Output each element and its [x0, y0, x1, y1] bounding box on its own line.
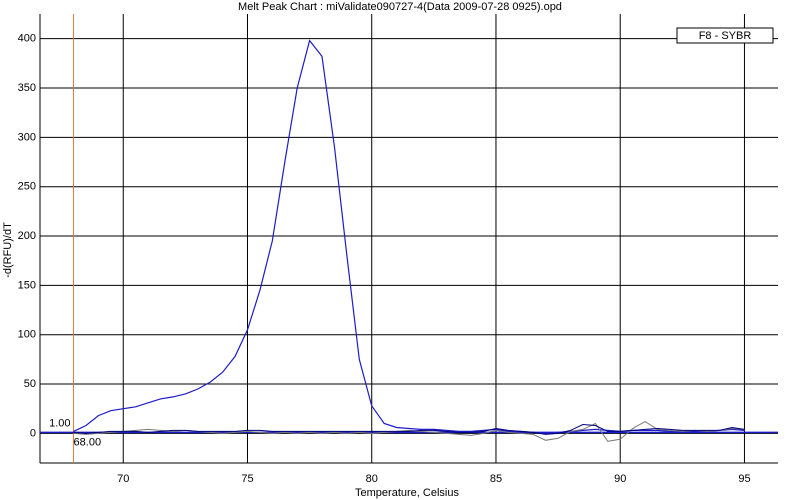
y-tick-label: 200	[18, 230, 36, 242]
y-tick-label: 350	[18, 82, 36, 94]
y-tick-label: 100	[18, 329, 36, 341]
series-line	[73, 39, 745, 435]
y-tick-label: 250	[18, 181, 36, 193]
x-tick-label: 85	[490, 473, 502, 485]
y-tick-label: 300	[18, 131, 36, 143]
x-tick-label: 80	[366, 473, 378, 485]
legend-box	[676, 27, 774, 44]
x-tick-label: 75	[241, 473, 253, 485]
y-tick-label: 400	[18, 33, 36, 45]
series-line	[73, 423, 745, 435]
y-tick-label: 0	[30, 427, 36, 439]
x-tick-label: 70	[117, 473, 129, 485]
cursor-x-label: 68.00	[74, 436, 102, 448]
x-tick-label: 90	[614, 473, 626, 485]
y-tick-label: 150	[18, 279, 36, 291]
x-tick-label: 95	[738, 473, 750, 485]
y-axis-label: -d(RFU)/dT	[2, 222, 14, 278]
x-axis-label: Temperature, Celsius	[355, 487, 459, 499]
cursor-y-label: 1.00	[49, 417, 70, 429]
legend-label: F8 - SYBR	[699, 30, 752, 42]
chart-title: Melt Peak Chart : miValidate090727-4(Dat…	[238, 1, 562, 13]
y-tick-label: 50	[24, 378, 36, 390]
